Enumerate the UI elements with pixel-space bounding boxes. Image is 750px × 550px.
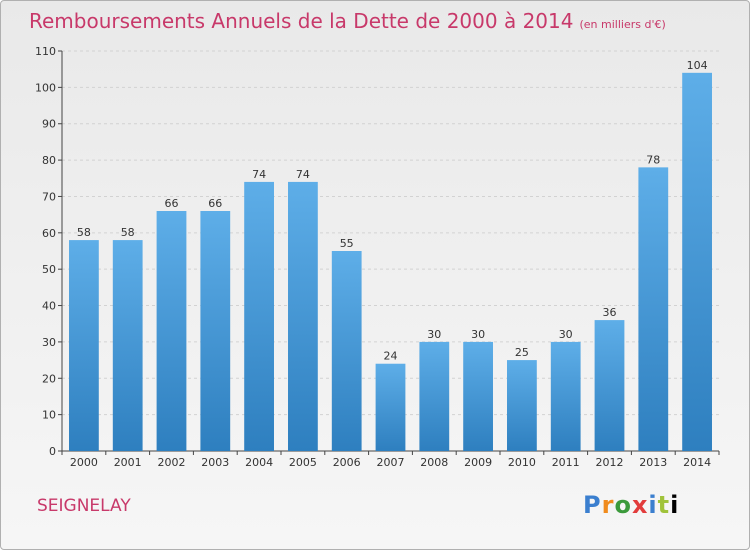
bar bbox=[288, 181, 318, 451]
bar bbox=[69, 240, 99, 451]
x-tick-label: 2000 bbox=[70, 456, 98, 469]
logo-letter: x bbox=[631, 491, 649, 519]
x-tick-label: 2003 bbox=[201, 456, 229, 469]
bar bbox=[550, 341, 581, 451]
x-tick-label: 2002 bbox=[158, 456, 186, 469]
bar bbox=[463, 341, 493, 451]
x-tick-label: 2007 bbox=[377, 456, 405, 469]
bar bbox=[156, 211, 187, 451]
bar bbox=[419, 341, 450, 451]
data-label: 74 bbox=[296, 168, 310, 181]
logo-letter: i bbox=[648, 491, 658, 519]
x-tick-label: 2013 bbox=[639, 456, 667, 469]
bar bbox=[682, 72, 712, 452]
data-label: 25 bbox=[515, 346, 529, 359]
x-tick-label: 2006 bbox=[333, 456, 361, 469]
logo-letter: P bbox=[583, 491, 602, 519]
bar bbox=[594, 320, 625, 451]
data-label: 66 bbox=[208, 197, 222, 210]
logo-letter: t bbox=[657, 491, 671, 519]
x-axis: 2000 2001 2002 2003 2004 2005 2006 2007 2008 2009… bbox=[61, 451, 720, 469]
x-tick-label: 2014 bbox=[683, 456, 711, 469]
logo-letter: o bbox=[614, 491, 632, 519]
data-label: 55 bbox=[340, 237, 354, 250]
y-tick-label: 60 bbox=[42, 227, 56, 240]
x-tick-label: 2009 bbox=[464, 456, 492, 469]
data-label: 104 bbox=[687, 59, 708, 72]
chart-subtitle: (en milliers d'€) bbox=[579, 18, 666, 31]
logo-letter: i bbox=[670, 491, 680, 519]
data-label: 58 bbox=[121, 226, 135, 239]
bar bbox=[375, 363, 406, 451]
data-label: 30 bbox=[559, 328, 573, 341]
y-tick-label: 20 bbox=[42, 372, 56, 385]
x-tick-label: 2001 bbox=[114, 456, 142, 469]
bar bbox=[112, 240, 143, 451]
x-tick-label: 2012 bbox=[596, 456, 624, 469]
y-tick-label: 10 bbox=[42, 409, 56, 422]
bar bbox=[507, 360, 537, 451]
chart-title-text: Remboursements Annuels de la Dette de 20… bbox=[29, 9, 574, 33]
x-tick-label: 2008 bbox=[420, 456, 448, 469]
y-tick-label: 90 bbox=[42, 118, 56, 131]
data-label: 78 bbox=[646, 153, 660, 166]
y-tick-label: 40 bbox=[42, 300, 56, 313]
chart-title: Remboursements Annuels de la Dette de 20… bbox=[29, 9, 666, 33]
data-label: 30 bbox=[427, 328, 441, 341]
y-tick-label: 110 bbox=[35, 45, 56, 58]
x-tick-label: 2011 bbox=[552, 456, 580, 469]
x-tick-label: 2010 bbox=[508, 456, 536, 469]
y-tick-label: 100 bbox=[35, 81, 56, 94]
y-tick-label: 0 bbox=[49, 445, 56, 458]
data-label: 58 bbox=[77, 226, 91, 239]
x-tick-label: 2005 bbox=[289, 456, 317, 469]
y-tick-label: 30 bbox=[42, 336, 56, 349]
bar bbox=[638, 167, 669, 451]
logo-letter: r bbox=[601, 491, 615, 519]
y-tick-label: 50 bbox=[42, 263, 56, 276]
data-label: 74 bbox=[252, 168, 266, 181]
x-tick-label: 2004 bbox=[245, 456, 273, 469]
data-label: 24 bbox=[384, 350, 398, 363]
location-label: SEIGNELAY bbox=[37, 496, 131, 516]
bar bbox=[244, 181, 274, 451]
bar bbox=[200, 211, 231, 451]
data-label: 66 bbox=[165, 197, 179, 210]
data-label: 30 bbox=[471, 328, 485, 341]
data-label: 36 bbox=[603, 306, 617, 319]
bars: 58 58 66 66 74 74 55 24 30 30 25 30 36 78 104 bbox=[69, 59, 712, 452]
proxiti-logo: Proxiti bbox=[583, 491, 679, 519]
bar bbox=[331, 251, 362, 451]
y-tick-label: 70 bbox=[42, 190, 56, 203]
y-tick-label: 80 bbox=[42, 154, 56, 167]
